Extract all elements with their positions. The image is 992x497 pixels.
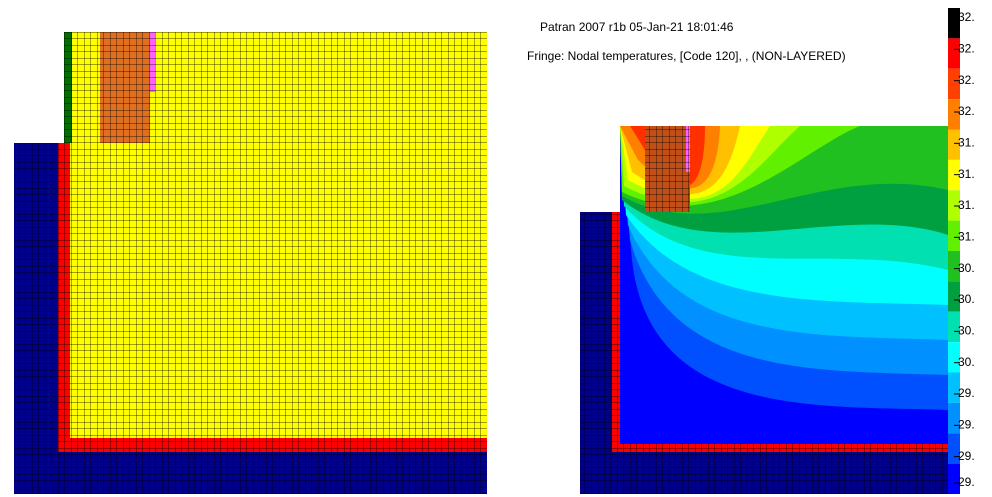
legend-label: 29. [958,475,975,489]
color-legend: 32. 32. 32. 32. 31. 31. 31. 31. 30. 30. 30. 30. 29. 2… [948,8,975,494]
fringe-model [580,126,948,494]
legend-label: 30. [958,355,975,369]
mesh-model [14,32,487,494]
patran-viewport: Patran 2007 r1b 05-Jan-21 18:01:46 Fring… [0,0,992,497]
legend-label: 30. [958,292,975,306]
legend-label: 29. [958,449,975,463]
legend-label: 32. [958,42,975,56]
legend-label: 29. [958,386,975,400]
page: Patran 2007 r1b 05-Jan-21 18:01:46 Fring… [0,0,992,497]
legend-label: 32. [958,73,975,87]
legend-label: 29. [958,418,975,432]
legend-label: 31. [958,167,975,181]
legend-label: 31. [958,230,975,244]
legend-label: 30. [958,324,975,338]
legend-label: 32. [958,104,975,118]
legend-label: 31. [958,198,975,212]
legend-label: 30. [958,261,975,275]
header-subtitle: Fringe: Nodal temperatures, [Code 120], … [527,49,846,63]
legend-label: 32. [958,10,975,24]
header-title: Patran 2007 r1b 05-Jan-21 18:01:46 [540,20,734,34]
legend-label: 31. [958,136,975,150]
